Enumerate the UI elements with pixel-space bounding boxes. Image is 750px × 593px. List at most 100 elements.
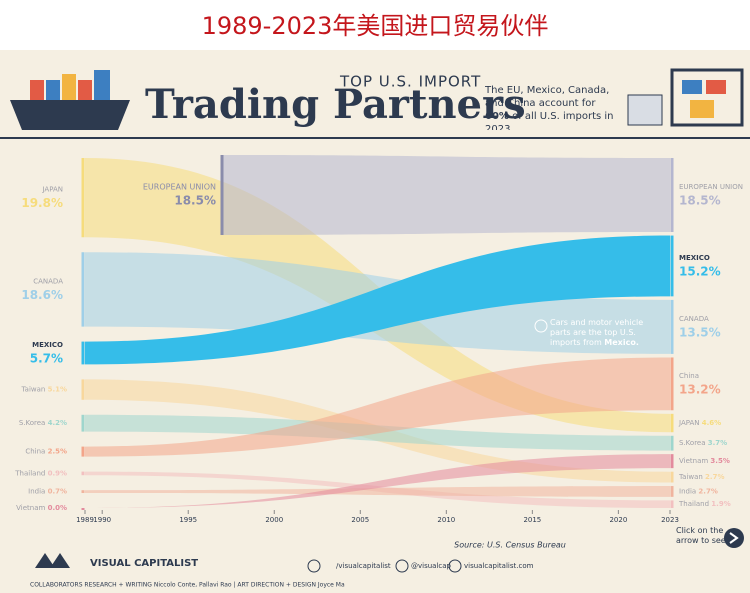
social-icon — [395, 559, 409, 573]
series-name: Vietnam — [679, 457, 708, 465]
series-label: China 2.5% — [25, 448, 67, 456]
callout-icon — [534, 319, 548, 333]
stream-band — [85, 357, 670, 457]
stream-band — [85, 235, 670, 365]
subtitle-bold: 60% — [485, 111, 509, 122]
series-name: Taiwan — [21, 386, 46, 394]
value-label: 13.5% — [679, 325, 721, 339]
brand: VISUAL CAPITALIST — [90, 558, 198, 569]
logo — [35, 553, 70, 568]
x-tick-label: 2010 — [437, 516, 455, 524]
x-tick-label: 2023 — [661, 516, 679, 524]
value-label: 0.7% — [48, 488, 67, 496]
arrow-icon — [729, 532, 739, 544]
series-name: Taiwan — [678, 473, 703, 481]
kicker: TOP U.S. IMPORT — [339, 73, 481, 91]
banner — [0, 0, 750, 50]
warehouse — [627, 68, 744, 127]
ship — [10, 70, 130, 130]
series-name: JAPAN — [678, 419, 700, 427]
series-label: Vietnam 3.5% — [679, 457, 730, 465]
stream-band — [85, 486, 670, 497]
value-label: 15.2% — [679, 264, 721, 278]
x-tick-label: 2015 — [523, 516, 541, 524]
callout-text: Mexico. — [604, 338, 639, 347]
stream-band — [85, 454, 670, 508]
next-arrow[interactable] — [724, 528, 744, 548]
series-label: Taiwan 2.7% — [678, 473, 724, 481]
series-name: Thailand — [678, 500, 709, 508]
labels: JAPAN 19.8% JAPAN 4.6% CANADA 18.6% CANADA 13.… — [14, 183, 743, 525]
series-name: India — [679, 487, 696, 495]
x-tick-label: 1990 — [93, 516, 111, 524]
series-name: China — [679, 372, 699, 380]
x-tick-label: 2005 — [351, 516, 369, 524]
subtitle-box: The EU, Mexico, Canada, and China accoun… — [485, 84, 615, 130]
series-name: S.Korea — [19, 419, 46, 427]
subtitle-text: of all U.S. imports in 2023. — [485, 111, 614, 130]
annotation-label: EUROPEAN UNION — [143, 183, 216, 192]
value-label: 0.0% — [48, 504, 67, 512]
series-label: Taiwan 5.1% — [21, 386, 67, 394]
callout-text: Cars and motor vehicle parts are the top… — [550, 318, 644, 347]
value-label: 0.9% — [48, 469, 67, 477]
series-name: Vietnam — [16, 504, 45, 512]
value-label: 5.7% — [30, 352, 63, 366]
social-link[interactable]: /visualcapitalist — [336, 562, 391, 570]
series-name: EUROPEAN UNION — [679, 183, 743, 191]
cta-box: Click on the arrow to see — [676, 526, 726, 545]
series-name: CANADA — [33, 277, 63, 285]
value-label: 13.2% — [679, 382, 721, 396]
series-label: S.Korea 4.2% — [19, 419, 67, 427]
series-label: Thailand 1.9% — [678, 500, 731, 508]
source: Source: U.S. Census Bureau — [454, 541, 566, 550]
subtitle-text: The EU, Mexico, Canada, and China accoun… — [485, 85, 610, 109]
value-label: 3.7% — [708, 439, 727, 447]
x-tick-label: 2020 — [609, 516, 627, 524]
plot — [81, 155, 674, 510]
series-label: India 0.7% — [28, 488, 67, 496]
series-name: India — [28, 488, 45, 496]
value-label: 18.6% — [21, 288, 63, 302]
banner-title: 1989-2023年美国进口贸易伙伴 — [202, 12, 549, 40]
value-label: 4.2% — [48, 419, 67, 427]
value-label: 2.7% — [698, 487, 717, 495]
social-icon — [448, 559, 462, 573]
x-tick-label: 1995 — [179, 516, 197, 524]
callout-box: Cars and motor vehicle parts are the top… — [550, 318, 660, 348]
series-name: S.Korea — [679, 439, 706, 447]
series-name: JAPAN — [41, 186, 63, 194]
callout: Cars and motor vehicle parts are the top… — [550, 318, 660, 348]
series-name: China — [25, 448, 45, 456]
value-label: 2.5% — [48, 448, 67, 456]
series-name: MEXICO — [679, 254, 710, 262]
value-label: 2.7% — [705, 473, 724, 481]
credits: COLLABORATORS RESEARCH + WRITING Niccolo… — [30, 582, 345, 589]
x-tick-label: 2000 — [265, 516, 283, 524]
series-name: Thailand — [14, 469, 45, 477]
annotation-value: 18.5% — [174, 194, 216, 208]
series-label: Thailand 0.9% — [14, 469, 67, 477]
series-label: Vietnam 0.0% — [16, 504, 67, 512]
subtitle: The EU, Mexico, Canada, and China accoun… — [485, 84, 615, 130]
value-label: 1.9% — [711, 500, 730, 508]
value-label: 18.5% — [679, 194, 721, 208]
value-label: 5.1% — [48, 386, 67, 394]
series-label: S.Korea 3.7% — [679, 439, 727, 447]
social-link[interactable]: @visualcap — [411, 562, 452, 570]
value-label: 19.8% — [21, 196, 63, 210]
social-icon — [307, 559, 321, 573]
value-label: 4.6% — [702, 419, 721, 427]
series-name: MEXICO — [32, 341, 63, 349]
series-label: JAPAN 4.6% — [678, 419, 721, 427]
title: Trading Partners — [145, 81, 526, 128]
stream-band — [222, 155, 670, 235]
x-tick-label: 1989 — [76, 516, 94, 524]
social-link[interactable]: visualcapitalist.com — [464, 562, 534, 570]
value-label: 3.5% — [710, 457, 729, 465]
series-label: India 2.7% — [679, 487, 718, 495]
cta: Click on the arrow to see — [676, 526, 726, 545]
series-name: CANADA — [679, 315, 709, 323]
